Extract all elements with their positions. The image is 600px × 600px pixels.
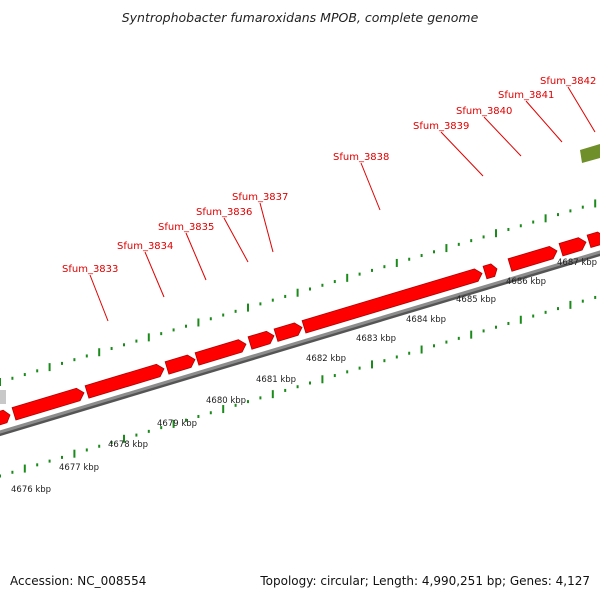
accession-label: Accession: NC_008554 (10, 574, 147, 588)
gene-arrow (11, 387, 85, 421)
scale-ticks (0, 295, 597, 478)
gene-label: Sfum_3838 (333, 152, 389, 163)
kbp-label: 4676 kbp (11, 485, 51, 495)
gene-arrow (273, 322, 303, 342)
gene-arrow (247, 330, 275, 350)
gene-label: Sfum_3842 (540, 76, 596, 87)
gene-label: Sfum_3833 (62, 264, 118, 275)
kbp-labels: 4676 kbp 4677 kbp 4678 kbp 4679 kbp 4680 kbp… (11, 258, 597, 495)
gene-arrow (586, 231, 600, 248)
gene-leader-line (259, 202, 274, 253)
genome-title: Syntrophobacter fumaroxidans MPOB, compl… (121, 10, 479, 25)
gene-label: Sfum_3835 (158, 222, 214, 233)
kbp-label: 4682 kbp (306, 354, 346, 364)
gene-arrow (507, 245, 558, 272)
gene-arrow (84, 363, 165, 399)
kbp-label: 4686 kbp (506, 277, 546, 287)
gray-gene-feature (0, 390, 6, 404)
kbp-label: 4687 kbp (557, 258, 597, 268)
gene-arrow (301, 268, 483, 334)
kbp-label: 4684 kbp (406, 315, 446, 325)
gene-label: Sfum_3841 (498, 90, 554, 101)
gene-leader-line (360, 162, 381, 211)
genome-backbone (0, 250, 600, 437)
gene-leader-line (223, 217, 249, 263)
gene-label: Sfum_3839 (413, 121, 469, 132)
olive-gene-feature (580, 144, 600, 163)
kbp-label: 4683 kbp (356, 334, 396, 344)
backbone-shadow (0, 251, 600, 437)
kbp-label: 4681 kbp (256, 375, 296, 385)
gene-arrow (0, 409, 11, 426)
gene-leader-line (440, 131, 484, 177)
gene-arrow (194, 339, 247, 366)
gene-leader-line (144, 251, 165, 298)
gene-leader-line (185, 232, 207, 281)
kbp-label: 4680 kbp (206, 396, 246, 406)
gene-arrow (558, 237, 587, 257)
gene-leader-line (525, 100, 563, 143)
gene-arrow (482, 263, 498, 280)
gene-track-ticks (0, 199, 597, 386)
gene-leader-line (483, 116, 522, 157)
gene-label: Sfum_3840 (456, 106, 512, 117)
kbp-label: 4685 kbp (456, 295, 496, 305)
gene-leader-line (567, 86, 596, 133)
gene-features (0, 144, 600, 426)
kbp-label: 4679 kbp (157, 419, 197, 429)
gene-leader-line (89, 274, 109, 322)
genome-summary: Topology: circular; Length: 4,990,251 bp… (260, 574, 590, 588)
kbp-label: 4678 kbp (108, 440, 148, 450)
gene-label: Sfum_3836 (196, 207, 252, 218)
gene-labels: Sfum_3833 Sfum_3834 Sfum_3835 Sfum_3836 Sfum… (62, 76, 596, 275)
backbone-line (0, 250, 600, 434)
gene-arrow (164, 354, 196, 375)
gene-label-leaders (89, 86, 596, 322)
kbp-label: 4677 kbp (59, 463, 99, 473)
gene-label: Sfum_3834 (117, 241, 173, 252)
gene-label: Sfum_3837 (232, 192, 288, 203)
